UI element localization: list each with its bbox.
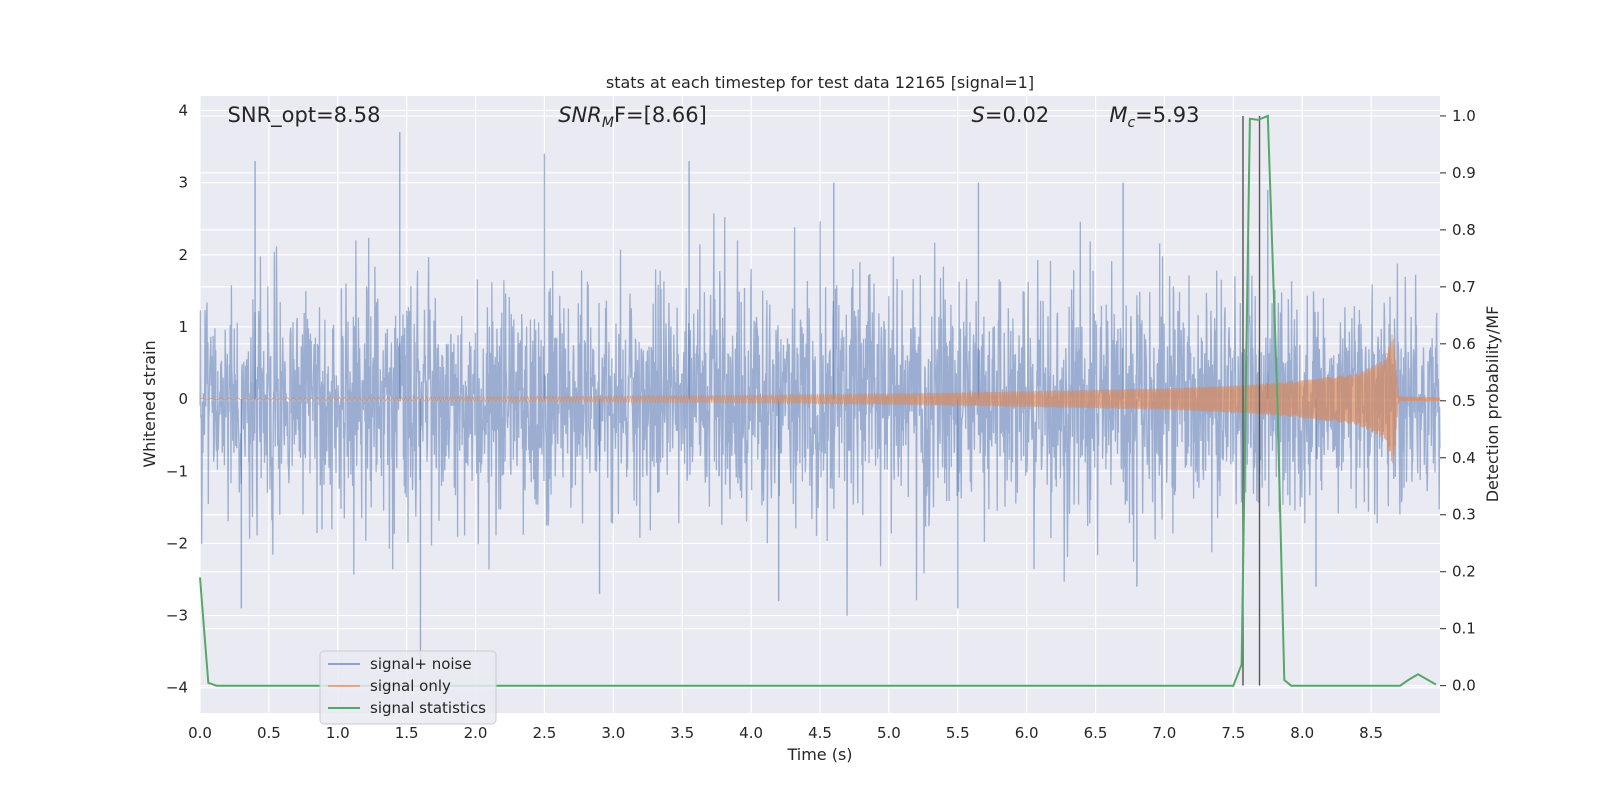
- x-tick-label: 3.5: [670, 724, 694, 742]
- y2-tick-label: 0.6: [1452, 335, 1476, 353]
- x-tick-label: 5.5: [946, 724, 970, 742]
- x-tick-label: 4.0: [739, 724, 763, 742]
- y-tick-label: 1: [178, 318, 188, 336]
- x-tick-label: 6.5: [1084, 724, 1108, 742]
- y-tick-label: −2: [166, 534, 188, 552]
- x-tick-label: 2.0: [464, 724, 488, 742]
- y-ticks: 4 3 2 1 0 −1 −2 −3 −4: [166, 101, 188, 696]
- y2-tick-label: 0.3: [1452, 506, 1476, 524]
- annotation-text: S=0.02: [972, 103, 1050, 127]
- x-tick-label: 1.0: [326, 724, 350, 742]
- y2-tick-label: 0.4: [1452, 449, 1476, 467]
- y-tick-label: 0: [178, 390, 188, 408]
- legend-label: signal statistics: [370, 699, 486, 717]
- x-ticks: 0.0 0.5 1.0 1.5 2.0 2.5 3.0 3.5 4.0 4.5 5.0 5.5 6.0 6…: [188, 724, 1383, 742]
- x-axis-label: Time (s): [786, 745, 852, 764]
- x-tick-label: 8.0: [1290, 724, 1314, 742]
- y2-axis-label: Detection probability/MF: [1483, 306, 1502, 503]
- x-tick-label: 8.5: [1359, 724, 1383, 742]
- annotation-text: SNR_opt=8.58: [228, 103, 381, 128]
- x-tick-label: 1.5: [395, 724, 419, 742]
- y-axis-label: Whitened strain: [140, 340, 159, 467]
- y-tick-label: 4: [178, 101, 188, 119]
- y2-tick-label: 0.2: [1452, 563, 1476, 581]
- y-tick-label: −4: [166, 679, 188, 697]
- annotation-text: SNRMF=[8.66]: [558, 103, 707, 131]
- x-tick-label: 7.5: [1221, 724, 1245, 742]
- x-tick-label: 2.5: [533, 724, 557, 742]
- x-tick-label: 4.5: [808, 724, 832, 742]
- series-signal-noise: [199, 213, 1441, 616]
- x-tick-label: 6.0: [1015, 724, 1039, 742]
- series-signal-only: [199, 334, 1441, 464]
- x-tick-label: 5.0: [877, 724, 901, 742]
- y2-ticks: 1.0 0.9 0.8 0.7 0.6 0.5 0.4 0.3 0.2 0.1 0.0: [1440, 107, 1476, 695]
- y2-tick-label: 0.0: [1452, 677, 1476, 695]
- series-signal-statistics: [199, 114, 1437, 687]
- annotation-text: Mc=5.93: [1109, 103, 1199, 131]
- x-tick-label: 7.0: [1153, 724, 1177, 742]
- chart-title: stats at each timestep for test data 121…: [606, 73, 1034, 92]
- x-tick-label: 0.5: [257, 724, 281, 742]
- x-tick-label: 0.0: [188, 724, 212, 742]
- annotations: SNR_opt=8.58 SNRMF=[8.66] S=0.02 Mc=5.93: [228, 103, 1200, 131]
- y2-tick-label: 0.8: [1452, 221, 1476, 239]
- y2-tick-label: 1.0: [1452, 107, 1476, 125]
- y-tick-label: −3: [166, 607, 188, 625]
- plot-area: [199, 114, 1441, 687]
- y2-tick-label: 0.1: [1452, 620, 1476, 638]
- y-tick-label: 3: [178, 174, 188, 192]
- y2-tick-label: 0.5: [1452, 392, 1476, 410]
- y2-tick-label: 0.9: [1452, 164, 1476, 182]
- legend-label: signal only: [370, 677, 451, 695]
- legend: signal+ noise signal only signal statistic…: [319, 650, 497, 725]
- legend-box: [319, 650, 497, 725]
- x-tick-label: 3.0: [601, 724, 625, 742]
- y-tick-label: 2: [178, 246, 188, 264]
- legend-label: signal+ noise: [370, 655, 472, 673]
- y2-tick-label: 0.7: [1452, 278, 1476, 296]
- y-tick-label: −1: [166, 462, 188, 480]
